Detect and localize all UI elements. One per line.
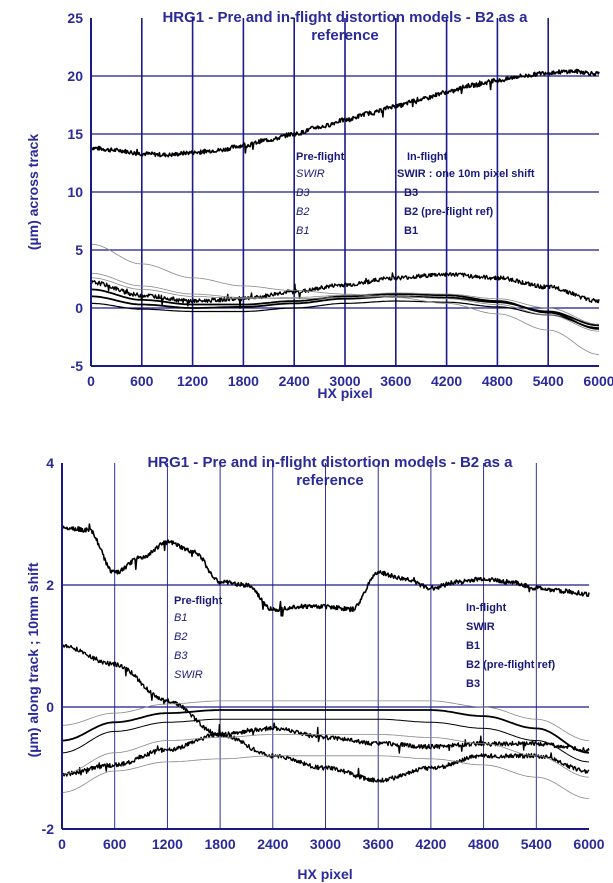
chart1-x-ticks: 0 600 1200 1800 2400 3000 3600 4200 4800 5400 6000 <box>87 373 613 389</box>
x-tick-label: 2400 <box>279 373 310 389</box>
series-line <box>61 755 590 799</box>
chart1-series <box>90 68 600 355</box>
series-line <box>90 272 600 309</box>
chart2-inflight-item: SWIR <box>466 621 495 633</box>
y-tick-label: -2 <box>42 821 55 837</box>
x-tick-label: 3000 <box>310 836 341 852</box>
chart2-x-label: HX pixel <box>297 866 352 882</box>
x-tick-label: 4800 <box>468 836 499 852</box>
chart2-legend-preflight: Pre-flight B1 B2 B3 SWIR <box>174 595 223 681</box>
x-tick-label: 5400 <box>533 373 564 389</box>
chart2-preflight-header: Pre-flight <box>174 595 223 607</box>
chart2-title-line2: reference <box>296 472 364 489</box>
series-line <box>61 718 590 763</box>
chart1-gridlines <box>91 18 599 366</box>
y-tick-label: 2 <box>46 577 54 593</box>
chart1-legend-inflight: In-flight SWIR : one 10m pixel shift B3 … <box>397 151 535 237</box>
chart1-preflight-item: B3 <box>296 187 310 199</box>
chart1-y-label: (µm) across track <box>25 134 41 250</box>
x-tick-label: 4800 <box>482 373 513 389</box>
x-tick-label: 5400 <box>521 836 552 852</box>
chart2-title-line1: HRG1 - Pre and in-flight distortion mode… <box>147 454 513 471</box>
series-line <box>61 523 590 617</box>
chart-across-track: HRG1 - Pre and in-flight distortion mode… <box>25 9 613 401</box>
x-tick-label: 0 <box>58 836 66 852</box>
series-line <box>61 700 589 741</box>
chart1-preflight-item: SWIR <box>296 168 325 180</box>
x-tick-label: 1800 <box>228 373 259 389</box>
chart1-inflight-header: In-flight <box>407 151 448 163</box>
chart2-y-ticks: -2 0 2 4 <box>42 455 55 837</box>
chart2-axes <box>61 463 589 830</box>
y-tick-label: 4 <box>46 455 54 471</box>
chart1-inflight-item: B2 (pre-flight ref) <box>404 206 494 218</box>
chart-along-track: HRG1 - Pre and in-flight distortion mode… <box>25 454 605 882</box>
chart1-preflight-header: Pre-flight <box>296 151 345 163</box>
chart2-inflight-item: B1 <box>466 640 480 652</box>
chart2-inflight-item: B3 <box>466 678 480 690</box>
x-tick-label: 1800 <box>205 836 236 852</box>
series-line <box>90 243 600 355</box>
series-line <box>62 644 590 783</box>
series-line <box>61 734 589 778</box>
y-tick-label: 5 <box>75 242 83 258</box>
y-tick-label: 0 <box>75 300 83 316</box>
y-tick-label: 0 <box>46 699 54 715</box>
chart1-preflight-item: B2 <box>296 206 309 218</box>
x-tick-label: 4200 <box>431 373 462 389</box>
chart1-inflight-item: SWIR : one 10m pixel shift <box>397 168 535 180</box>
chart2-preflight-item: B1 <box>174 612 187 624</box>
x-tick-label: 4200 <box>415 836 446 852</box>
chart1-legend-preflight: Pre-flight SWIR B3 B2 B1 <box>296 151 345 237</box>
x-tick-label: 3600 <box>363 836 394 852</box>
series-line <box>90 277 599 325</box>
chart1-axes <box>90 18 599 367</box>
chart1-y-ticks: -5 0 5 10 15 20 25 <box>67 10 83 374</box>
chart1-x-label: HX pixel <box>317 385 372 401</box>
x-tick-label: 600 <box>103 836 127 852</box>
chart2-y-label: (µm) along track ; 10mm shift <box>25 562 41 757</box>
x-tick-label: 6000 <box>573 836 604 852</box>
series-line <box>90 68 600 158</box>
x-tick-label: 600 <box>130 373 154 389</box>
x-tick-label: 1200 <box>152 836 183 852</box>
chart2-legend-inflight: In-flight SWIR B1 B2 (pre-flight ref) B3 <box>466 602 556 690</box>
chart2-preflight-item: B3 <box>174 650 188 662</box>
chart2-x-ticks: 0 600 1200 1800 2400 3000 3600 4200 4800 5400 6000 <box>58 836 605 852</box>
chart2-series <box>61 523 590 799</box>
series-line <box>61 722 590 777</box>
chart2-gridlines <box>62 463 589 829</box>
x-tick-label: 0 <box>87 373 95 389</box>
x-tick-label: 1200 <box>177 373 208 389</box>
chart2-inflight-header: In-flight <box>466 602 507 614</box>
chart2-inflight-item: B2 (pre-flight ref) <box>466 659 556 671</box>
y-tick-label: 15 <box>67 126 83 142</box>
chart2-preflight-item: SWIR <box>174 669 203 681</box>
chart1-title-line1: HRG1 - Pre and in-flight distortion mode… <box>162 9 528 26</box>
chart1-inflight-item: B1 <box>404 225 418 237</box>
x-tick-label: 2400 <box>257 836 288 852</box>
y-tick-label: 25 <box>67 10 83 26</box>
series-line <box>91 295 600 327</box>
x-tick-label: 3600 <box>380 373 411 389</box>
series-line <box>91 300 599 329</box>
y-tick-label: 20 <box>67 68 83 84</box>
y-tick-label: -5 <box>71 358 84 374</box>
series-line <box>62 709 590 754</box>
chart2-preflight-item: B2 <box>174 631 187 643</box>
x-tick-label: 6000 <box>583 373 613 389</box>
y-tick-label: 10 <box>67 184 83 200</box>
series-line <box>90 272 600 332</box>
chart1-inflight-item: B3 <box>404 187 418 199</box>
chart1-preflight-item: B1 <box>296 225 309 237</box>
x-tick-label: 3000 <box>329 373 360 389</box>
